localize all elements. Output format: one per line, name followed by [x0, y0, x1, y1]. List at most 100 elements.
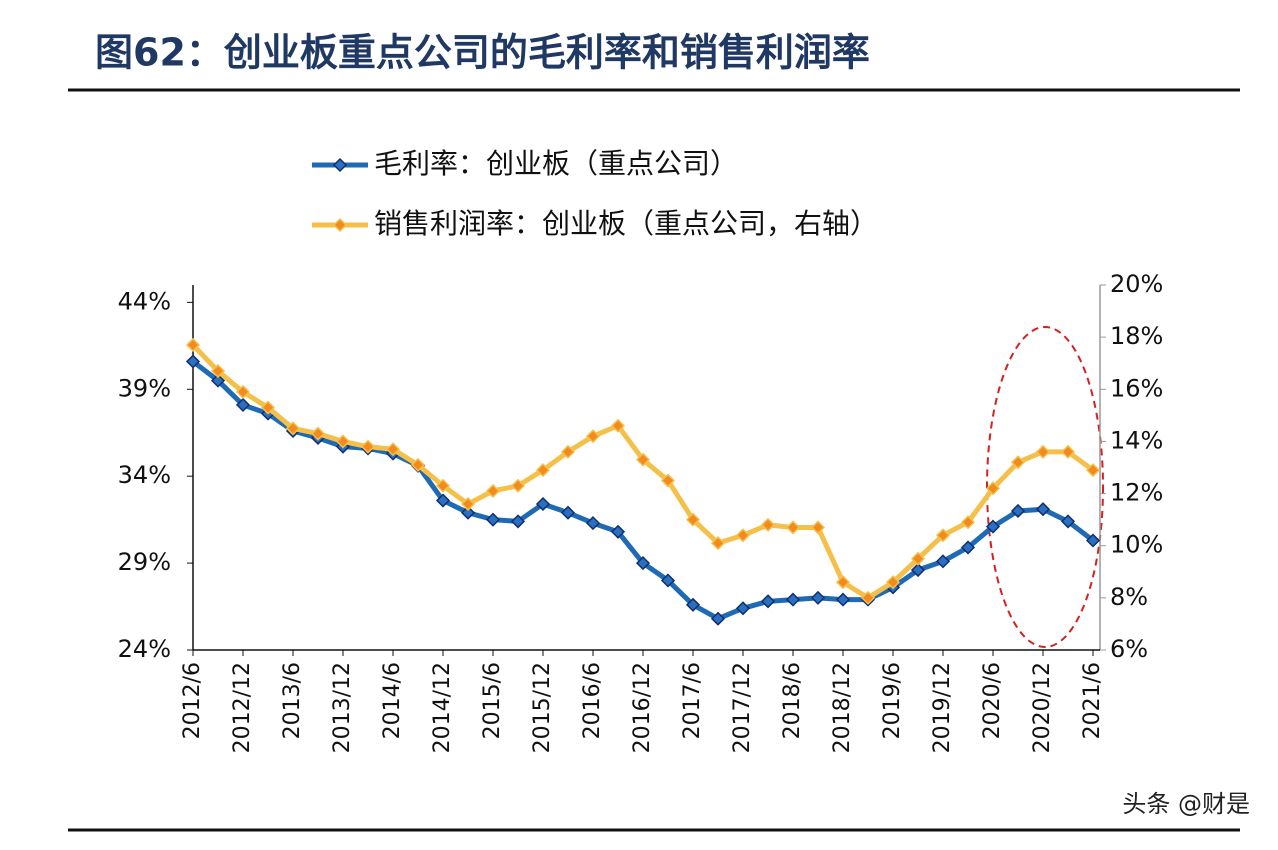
x-tick-label: 2015/6 — [480, 662, 505, 739]
point-marker — [185, 337, 201, 353]
x-tick-label: 2014/6 — [380, 662, 405, 739]
point-marker — [860, 590, 876, 605]
point-marker — [385, 442, 401, 457]
point-marker — [210, 363, 226, 379]
point-marker — [785, 520, 801, 535]
point-marker — [210, 373, 226, 388]
point-marker — [535, 496, 551, 512]
point-marker — [485, 483, 501, 499]
x-tick-label: 2020/6 — [980, 662, 1005, 739]
watermark: 头条 @财是 — [1122, 790, 1250, 818]
y2-tick-label: 14% — [1110, 426, 1163, 454]
x-tick-label: 2015/12 — [530, 662, 555, 753]
point-marker — [235, 397, 251, 412]
x-tick-label: 2012/6 — [180, 662, 205, 739]
point-marker — [1035, 444, 1051, 459]
point-marker — [635, 556, 651, 571]
point-marker — [760, 594, 776, 609]
point-marker — [1010, 455, 1026, 470]
point-marker — [910, 551, 926, 566]
point-marker — [1085, 533, 1101, 548]
point-marker — [235, 384, 251, 399]
x-tick-label: 2013/6 — [280, 662, 305, 739]
x-tick-label: 2019/12 — [930, 662, 955, 753]
point-marker — [960, 515, 976, 530]
x-tick-label: 2021/6 — [1080, 662, 1105, 739]
point-marker — [435, 493, 451, 508]
point-marker — [935, 554, 951, 569]
point-marker — [960, 540, 976, 555]
point-marker — [335, 434, 351, 449]
highlight-ellipse — [986, 326, 1104, 648]
point-marker — [635, 452, 651, 467]
point-marker — [560, 444, 576, 459]
point-marker — [585, 516, 601, 531]
x-tick-label: 2016/12 — [630, 662, 655, 753]
x-tick-label: 2018/12 — [830, 662, 855, 753]
point-marker — [310, 426, 326, 441]
point-marker — [660, 473, 676, 488]
point-marker — [410, 457, 426, 472]
point-marker — [510, 514, 526, 529]
y2-tick-label: 20% — [1110, 270, 1163, 298]
legend-marker — [332, 217, 348, 233]
point-marker — [260, 400, 276, 415]
y-tick-label: 29% — [118, 548, 171, 576]
point-marker — [1010, 503, 1026, 519]
x-tick-label: 2013/12 — [330, 662, 355, 753]
x-tick-label: 2017/12 — [730, 662, 755, 753]
y-tick-label: 34% — [118, 461, 171, 489]
y2-tick-label: 10% — [1110, 531, 1163, 559]
y2-tick-label: 6% — [1110, 635, 1148, 663]
y2-tick-label: 8% — [1110, 583, 1148, 611]
point-marker — [935, 528, 951, 543]
point-marker — [535, 463, 551, 478]
point-marker — [560, 505, 576, 520]
x-tick-label: 2012/12 — [230, 662, 255, 753]
y2-tick-label: 18% — [1110, 322, 1163, 350]
y-tick-label: 44% — [118, 287, 171, 315]
legend-label: 毛利率：创业板（重点公司） — [374, 147, 738, 180]
point-marker — [610, 418, 626, 433]
x-tick-label: 2020/12 — [1030, 662, 1055, 753]
legend-label: 销售利润率：创业板（重点公司，右轴） — [374, 207, 878, 240]
point-marker — [710, 611, 726, 626]
point-marker — [785, 592, 801, 607]
point-marker — [435, 478, 451, 493]
y2-tick-label: 12% — [1110, 479, 1163, 507]
point-marker — [1060, 444, 1076, 459]
point-marker — [1085, 463, 1101, 478]
point-marker — [460, 496, 476, 512]
x-tick-label: 2014/12 — [430, 662, 455, 753]
point-marker — [735, 528, 751, 543]
point-marker — [685, 597, 701, 612]
y-tick-label: 39% — [118, 374, 171, 402]
point-marker — [1060, 514, 1076, 529]
point-marker — [360, 439, 376, 454]
x-tick-label: 2019/6 — [880, 662, 905, 739]
point-marker — [685, 512, 701, 527]
y-tick-label: 24% — [118, 635, 171, 663]
point-marker — [760, 517, 776, 532]
point-marker — [185, 354, 201, 369]
point-marker — [810, 590, 826, 605]
point-marker — [510, 478, 526, 493]
point-marker — [710, 536, 726, 551]
point-marker — [910, 562, 926, 578]
point-marker — [285, 421, 301, 436]
point-marker — [735, 601, 751, 616]
chart-title: 图62：创业板重点公司的毛利率和销售利润率 — [95, 31, 870, 75]
point-marker — [835, 592, 851, 607]
point-marker — [835, 575, 851, 590]
point-marker — [1035, 502, 1051, 517]
point-marker — [610, 524, 626, 539]
legend-marker — [332, 157, 348, 173]
x-tick-label: 2016/6 — [580, 662, 605, 739]
y2-tick-label: 16% — [1110, 374, 1163, 402]
point-marker — [985, 519, 1001, 534]
point-marker — [810, 520, 826, 535]
point-marker — [460, 505, 476, 520]
point-marker — [985, 481, 1001, 496]
x-tick-label: 2017/6 — [680, 662, 705, 739]
